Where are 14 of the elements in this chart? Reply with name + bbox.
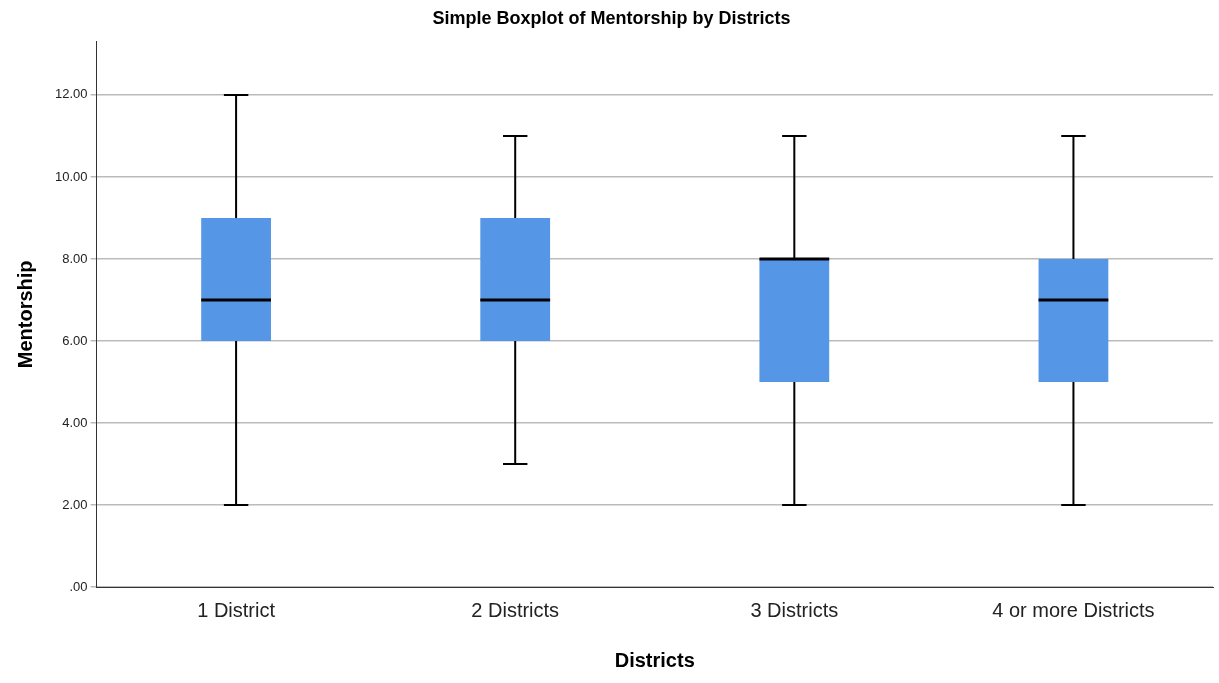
y-tick-label: 8.00 bbox=[62, 250, 88, 266]
x-axis-title: Districts bbox=[614, 648, 695, 671]
chart-title: Simple Boxplot of Mentorship by Districts bbox=[432, 7, 791, 28]
y-tick-label: 12.00 bbox=[54, 86, 88, 102]
x-tick-label: 3 Districts bbox=[750, 598, 839, 621]
x-tick-label: 4 or more Districts bbox=[992, 598, 1155, 621]
y-tick-label: 10.00 bbox=[54, 168, 88, 184]
y-tick-label: 6.00 bbox=[62, 332, 88, 348]
x-tick-label: 2 Districts bbox=[471, 598, 560, 621]
x-tick-label: 1 District bbox=[197, 598, 276, 621]
y-axis-title: Mentorship bbox=[13, 260, 36, 369]
y-tick-label: 2.00 bbox=[62, 496, 88, 512]
y-tick-label: 4.00 bbox=[62, 414, 88, 430]
y-tick-label: .00 bbox=[69, 578, 88, 594]
